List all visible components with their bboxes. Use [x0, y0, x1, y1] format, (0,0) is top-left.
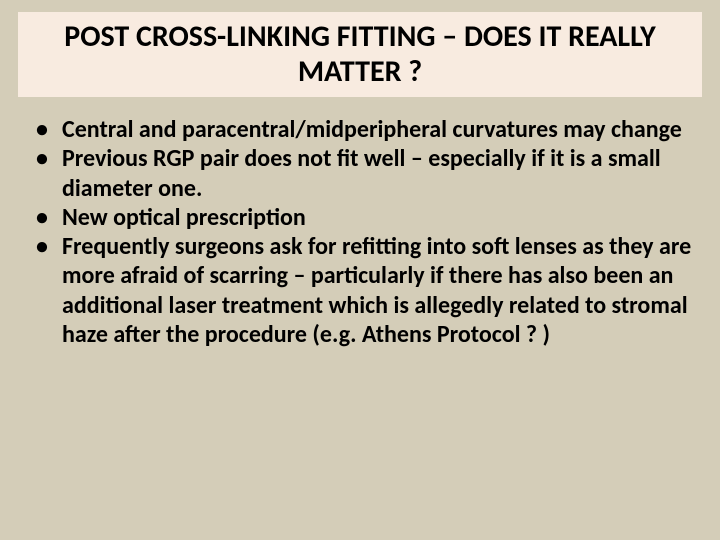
title-box: POST CROSS-LINKING FITTING – DOES IT REA…	[18, 12, 702, 97]
list-item: Central and paracentral/midperipheral cu…	[36, 115, 702, 144]
list-item: New optical prescription	[36, 203, 702, 232]
list-item: Frequently surgeons ask for refitting in…	[36, 232, 702, 349]
list-item: Previous RGP pair does not fit well – es…	[36, 144, 702, 203]
bullet-list: Central and paracentral/midperipheral cu…	[18, 115, 702, 349]
slide-container: POST CROSS-LINKING FITTING – DOES IT REA…	[0, 0, 720, 540]
slide-title: POST CROSS-LINKING FITTING – DOES IT REA…	[28, 20, 692, 89]
